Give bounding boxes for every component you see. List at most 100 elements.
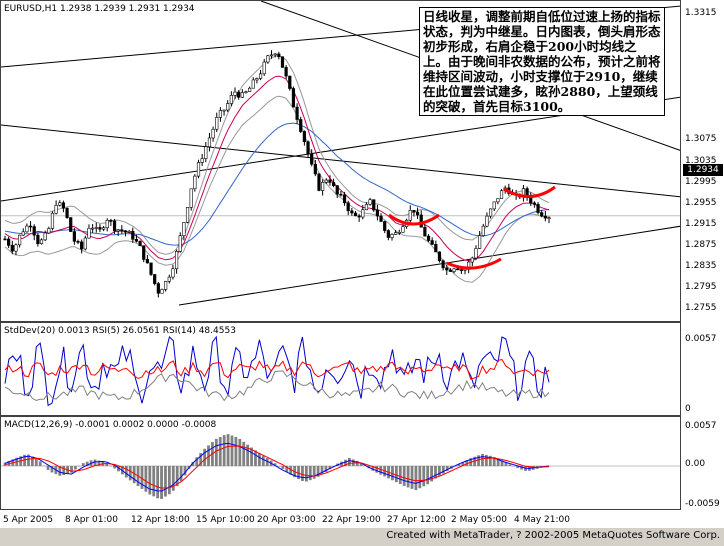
candle-body xyxy=(233,91,237,96)
candle-body xyxy=(164,280,168,290)
candle-body xyxy=(127,231,131,233)
macd-scale[interactable]: 0.0057 0.00 -0.0059 xyxy=(681,416,724,510)
trend-line xyxy=(178,225,680,306)
candle-body xyxy=(65,207,69,218)
candle-body xyxy=(532,202,536,205)
candle-body xyxy=(335,185,339,195)
candle-body xyxy=(295,106,299,120)
macd-histogram-bar xyxy=(348,458,351,466)
candle-body xyxy=(364,204,369,211)
candle-body xyxy=(36,234,40,245)
candle-body xyxy=(149,262,153,275)
macd-histogram-bar xyxy=(324,466,328,473)
candle-body xyxy=(215,117,219,130)
price-tick-label: 1.2955 xyxy=(685,197,717,208)
macd-histogram-bar xyxy=(277,466,281,467)
candle-body xyxy=(280,56,285,68)
candle-body xyxy=(383,221,387,231)
candle-body xyxy=(401,226,405,233)
stddev-rsi-pane[interactable]: StdDev(20) 0.0013 RSI(5) 26.0561 RSI(14)… xyxy=(0,322,681,416)
macd-histogram-bar xyxy=(285,466,289,472)
macd-histogram-bar xyxy=(34,458,38,466)
macd-histogram-bar xyxy=(289,466,293,475)
candle-body xyxy=(229,95,233,104)
macd-histogram-bar xyxy=(195,457,199,466)
macd-histogram-bar xyxy=(520,466,524,470)
left-shoulder-arc xyxy=(388,213,440,226)
candle-body xyxy=(342,194,347,204)
candle-body xyxy=(160,289,164,294)
candle-body xyxy=(258,73,263,79)
candle-body xyxy=(459,269,463,271)
macd-histogram-bar xyxy=(179,466,183,482)
candle-body xyxy=(244,91,248,93)
macd-histogram-bar xyxy=(27,454,30,466)
price-tick-label: 1.2875 xyxy=(685,239,717,250)
price-tick-label: 1.2915 xyxy=(685,218,717,229)
candle-body xyxy=(83,237,87,250)
time-tick-label: 12 Apr 18:00 xyxy=(131,515,190,525)
candle-body xyxy=(131,231,135,240)
macd-histogram-bar xyxy=(430,466,433,482)
macd-svg xyxy=(1,434,680,499)
macd-histogram-bar xyxy=(312,466,316,479)
candle-body xyxy=(375,209,380,217)
candle-body xyxy=(284,67,288,77)
macd-histogram-bar xyxy=(183,466,187,476)
macd-histogram-bar xyxy=(344,459,347,466)
macd-histogram-bar xyxy=(207,445,210,466)
candle-body xyxy=(321,182,325,191)
macd-histogram-bar xyxy=(85,461,89,466)
candle-body xyxy=(32,226,36,236)
candle-body xyxy=(488,208,493,217)
macd-histogram-bar xyxy=(222,435,226,466)
candle-body xyxy=(430,240,434,245)
candle-body xyxy=(291,88,296,108)
macd-histogram-bar xyxy=(77,466,81,467)
macd-histogram-bar xyxy=(81,463,85,466)
macd-histogram-bar xyxy=(477,455,480,466)
candle-body xyxy=(361,209,365,218)
macd-histogram-bar xyxy=(379,466,383,475)
time-tick-label: 5 Apr 2005 xyxy=(3,515,53,525)
macd-histogram-bar xyxy=(148,466,152,495)
macd-histogram-bar xyxy=(156,466,160,499)
macd-pane[interactable]: MACD(12,26,9) -0.0001 0.0002 0.0000 -0.0… xyxy=(0,416,681,510)
stddev-rsi-scale[interactable]: 0.0057 0 xyxy=(681,322,724,416)
price-chart-pane[interactable]: EURUSD,H1 1.2938 1.2939 1.2931 1.2934 日线… xyxy=(0,0,681,322)
candle-body xyxy=(193,175,197,190)
candle-body xyxy=(171,268,175,278)
candle-body xyxy=(415,211,420,216)
candle-body xyxy=(138,240,142,246)
macd-histogram-bar xyxy=(394,466,398,483)
macd-header: MACD(12,26,9) -0.0001 0.0002 0.0000 -0.0… xyxy=(4,420,217,430)
macd-histogram-bar xyxy=(465,460,469,466)
macd-tick-label: 0.0057 xyxy=(685,420,717,431)
macd-histogram-bar xyxy=(128,466,132,481)
candle-body xyxy=(251,79,255,89)
candle-body xyxy=(277,53,281,57)
time-tick-label: 22 Apr 19:00 xyxy=(322,515,381,525)
candle-body xyxy=(91,227,95,230)
candle-body xyxy=(357,215,361,218)
candle-body xyxy=(101,227,106,230)
rsi-tick-label: 0 xyxy=(685,404,691,414)
macd-histogram-bar xyxy=(359,462,363,466)
candle-body xyxy=(324,179,328,183)
macd-histogram-bar xyxy=(461,461,465,466)
candle-body xyxy=(153,274,157,284)
candle-body xyxy=(94,227,98,229)
macd-histogram-bar xyxy=(265,458,269,466)
candle-body xyxy=(240,92,244,98)
candle-body xyxy=(317,173,321,191)
macd-histogram-bar xyxy=(242,441,246,466)
candle-body xyxy=(76,241,80,243)
candle-body xyxy=(492,201,496,210)
price-scale[interactable]: 1.3315 1.3075 1.3035 1.2995 1.2955 1.2915 1.28… xyxy=(681,0,724,322)
candle-body xyxy=(496,198,500,203)
right-shoulder-arc xyxy=(503,185,556,198)
series-line-1 xyxy=(4,335,550,407)
candle-body xyxy=(72,231,76,242)
time-axis[interactable]: 5 Apr 2005 8 Apr 01:00 12 Apr 18:00 15 Apr … xyxy=(0,510,724,528)
